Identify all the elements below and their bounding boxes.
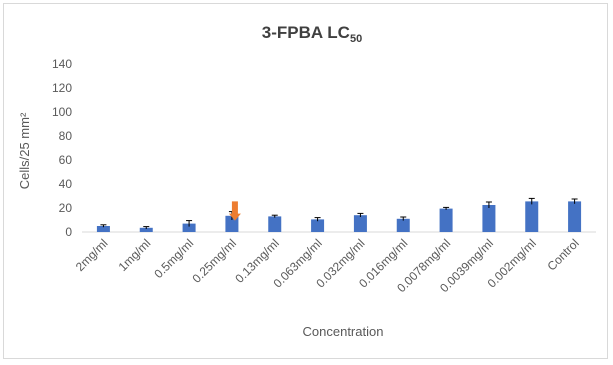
- x-tick-label: 0.5mg/ml: [151, 236, 196, 281]
- y-tick-label: 100: [52, 105, 72, 119]
- y-tick-label: 120: [52, 81, 72, 95]
- y-tick-label: 0: [65, 225, 72, 239]
- y-tick-label: 80: [59, 129, 73, 143]
- y-axis-label: Cells/25 mm²: [17, 112, 32, 189]
- y-tick-label: 140: [52, 57, 72, 71]
- x-tick-label: 0.25mg/ml: [190, 236, 240, 286]
- chart-title: 3-FPBA LC50: [262, 23, 362, 45]
- bar-chart: 3-FPBA LC50 Cells/25 mm² Concentration 0…: [17, 23, 596, 339]
- bar: [268, 216, 282, 232]
- arrow-annotation: [228, 201, 241, 221]
- x-axis-label: Concentration: [303, 324, 384, 339]
- x-tick-label: 1mg/ml: [116, 236, 154, 274]
- x-tick-label: Control: [544, 236, 581, 273]
- y-tick-label: 20: [59, 201, 73, 215]
- bar: [96, 226, 110, 232]
- y-tick-label: 60: [59, 153, 73, 167]
- x-tick-label: 2mg/ml: [73, 236, 111, 274]
- bar: [182, 223, 196, 232]
- bar: [311, 219, 325, 232]
- bar: [396, 218, 410, 232]
- bar: [568, 201, 582, 232]
- bar: [139, 227, 153, 232]
- bar: [482, 205, 496, 232]
- y-tick-label: 40: [59, 177, 73, 191]
- bar: [525, 201, 539, 232]
- plot-area: 0 20 40 60 80 100 120 140 2mg/ml 1mg/ml0.5mg/ml0.…: [52, 57, 596, 295]
- bar: [353, 215, 367, 232]
- bar: [439, 208, 453, 232]
- chart-frame: 3-FPBA LC50 Cells/25 mm² Concentration 0…: [3, 3, 608, 359]
